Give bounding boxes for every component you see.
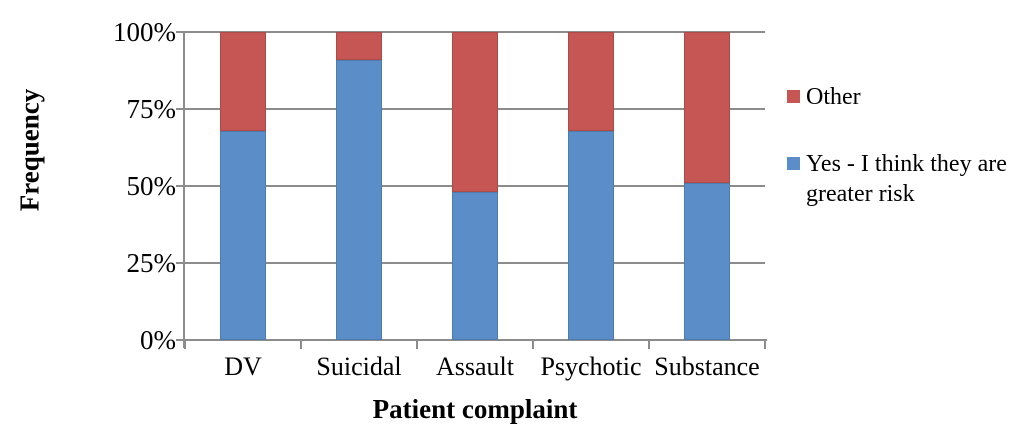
y-tick-label: 50% [126, 171, 177, 201]
bar-segment-other [336, 32, 382, 60]
x-axis-title: Patient complaint [372, 394, 578, 424]
x-category-label: Suicidal [316, 352, 402, 381]
x-tick-mark [300, 340, 302, 349]
bar-segment-yes [336, 60, 382, 340]
x-category-label: Assault [436, 352, 514, 381]
y-tick-mark [176, 185, 185, 187]
x-axis-line [183, 339, 767, 341]
bar-group-dv [220, 32, 266, 340]
legend-label: Other [806, 84, 861, 110]
y-tick-label: 0% [140, 325, 176, 355]
x-category-label: Substance [654, 352, 760, 381]
x-tick-mark [532, 340, 534, 349]
bar-segment-yes [684, 183, 730, 340]
bar-segment-other [220, 32, 266, 131]
bar-segment-yes [220, 131, 266, 340]
legend-item-yes: Yes - I think they are greater risk [787, 149, 1019, 209]
legend-label: Yes - I think they are greater risk [806, 151, 1007, 207]
bar-segment-yes [568, 131, 614, 340]
x-tick-mark [416, 340, 418, 349]
x-category-label: Psychotic [540, 352, 642, 381]
y-tick-label: 100% [113, 17, 176, 47]
legend-color-swatch-yes [787, 157, 800, 170]
y-tick-mark [176, 31, 185, 33]
legend-color-swatch-other [787, 90, 800, 103]
bar-group-substance [684, 32, 730, 340]
legend-item-other: Other [787, 82, 1019, 112]
plot-area [185, 31, 765, 340]
y-tick-mark [176, 108, 185, 110]
bar-group-assault [452, 32, 498, 340]
y-tick-label: 75% [126, 94, 177, 124]
x-tick-mark [184, 340, 186, 349]
legend: Other Yes - I think they are greater risk [787, 82, 1019, 246]
y-tick-mark [176, 262, 185, 264]
bar-group-suicidal [336, 32, 382, 340]
bar-group-psychotic [568, 32, 614, 340]
x-tick-mark [648, 340, 650, 349]
bar-segment-yes [452, 192, 498, 340]
y-tick-label: 25% [126, 248, 177, 278]
bar-segment-other [452, 32, 498, 192]
x-category-label: DV [224, 352, 262, 381]
bar-segment-other [684, 32, 730, 183]
bar-segment-other [568, 32, 614, 131]
y-tick-mark [176, 339, 185, 341]
y-axis-line [183, 31, 185, 348]
x-tick-mark [764, 340, 766, 349]
